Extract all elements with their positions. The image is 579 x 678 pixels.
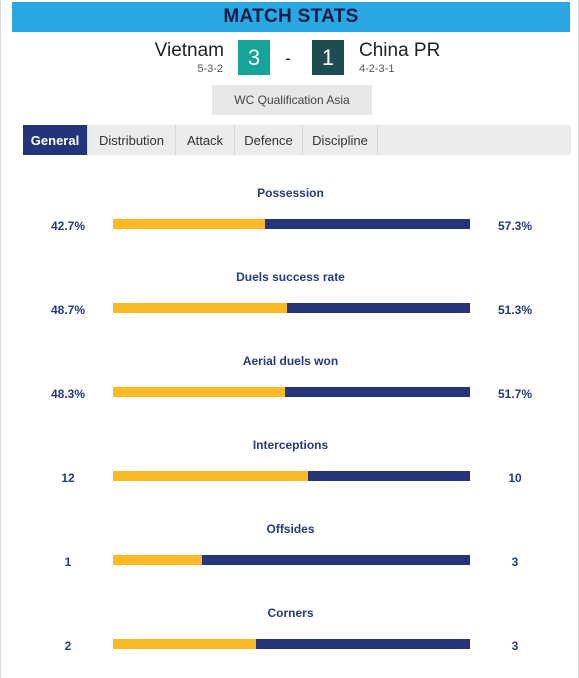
stat-label: Corners	[267, 606, 314, 620]
stat-bar	[113, 303, 470, 313]
stat-label: Interceptions	[252, 438, 329, 452]
home-stat-value: 48.3%	[50, 387, 86, 401]
stat-row-duels-success-rate: Duels success rate 48.7% 51.3%	[1, 270, 579, 330]
competition-badge: WC Qualification Asia	[212, 85, 372, 115]
stat-bar	[113, 219, 470, 229]
score-separator: -	[285, 48, 291, 68]
away-score: 1	[312, 40, 344, 75]
home-share-fill	[113, 387, 286, 397]
stat-bar	[113, 471, 470, 481]
tab-defence[interactable]: Defence	[235, 125, 303, 155]
stat-row-interceptions: Interceptions 12 10	[1, 438, 579, 498]
stat-bar	[113, 555, 470, 565]
stat-label: Duels success rate	[236, 270, 345, 284]
away-team-name: China PR	[359, 40, 441, 61]
tab-distribution[interactable]: Distribution	[88, 125, 176, 155]
home-stat-value: 2	[64, 639, 72, 653]
home-stat-value: 1	[64, 555, 72, 569]
home-share-fill	[113, 555, 203, 565]
stat-row-possession: Possession 42.7% 57.3%	[1, 186, 579, 246]
stat-label: Possession	[257, 186, 324, 200]
home-team-name: Vietnam	[154, 40, 224, 61]
tab-general[interactable]: General	[23, 125, 88, 155]
stat-row-corners: Corners 2 3	[1, 606, 579, 666]
home-stat-value: 42.7%	[50, 219, 86, 233]
widget-title: MATCH STATS	[12, 2, 570, 32]
stat-row-offsides: Offsides 1 3	[1, 522, 579, 582]
home-share-fill	[113, 471, 308, 481]
home-score: 3	[238, 40, 270, 75]
tab-discipline[interactable]: Discipline	[303, 125, 378, 155]
home-team-formation: 5-3-2	[197, 63, 223, 75]
home-stat-value: 12	[61, 471, 75, 485]
scoreboard: Vietnam 5-3-2 3 - 1 China PR 4-2-3-1	[1, 38, 579, 78]
stat-label: Aerial duels won	[242, 354, 339, 368]
home-share-fill	[113, 303, 287, 313]
stat-label: Offsides	[266, 522, 315, 536]
home-stat-value: 48.7%	[50, 303, 86, 317]
away-stat-value: 51.7%	[497, 387, 533, 401]
away-stat-value: 10	[508, 471, 522, 485]
home-share-fill	[113, 639, 256, 649]
away-team-formation: 4-2-3-1	[359, 63, 395, 75]
stat-row-aerial-duels-won: Aerial duels won 48.3% 51.7%	[1, 354, 579, 414]
home-share-fill	[113, 219, 266, 229]
away-stat-value: 3	[511, 639, 519, 653]
stats-tabs: General Distribution Attack Defence Disc…	[23, 125, 571, 155]
stat-bar	[113, 639, 470, 649]
tab-attack[interactable]: Attack	[176, 125, 235, 155]
stat-bar	[113, 387, 470, 397]
away-stat-value: 3	[511, 555, 519, 569]
away-stat-value: 51.3%	[497, 303, 533, 317]
away-stat-value: 57.3%	[497, 219, 533, 233]
